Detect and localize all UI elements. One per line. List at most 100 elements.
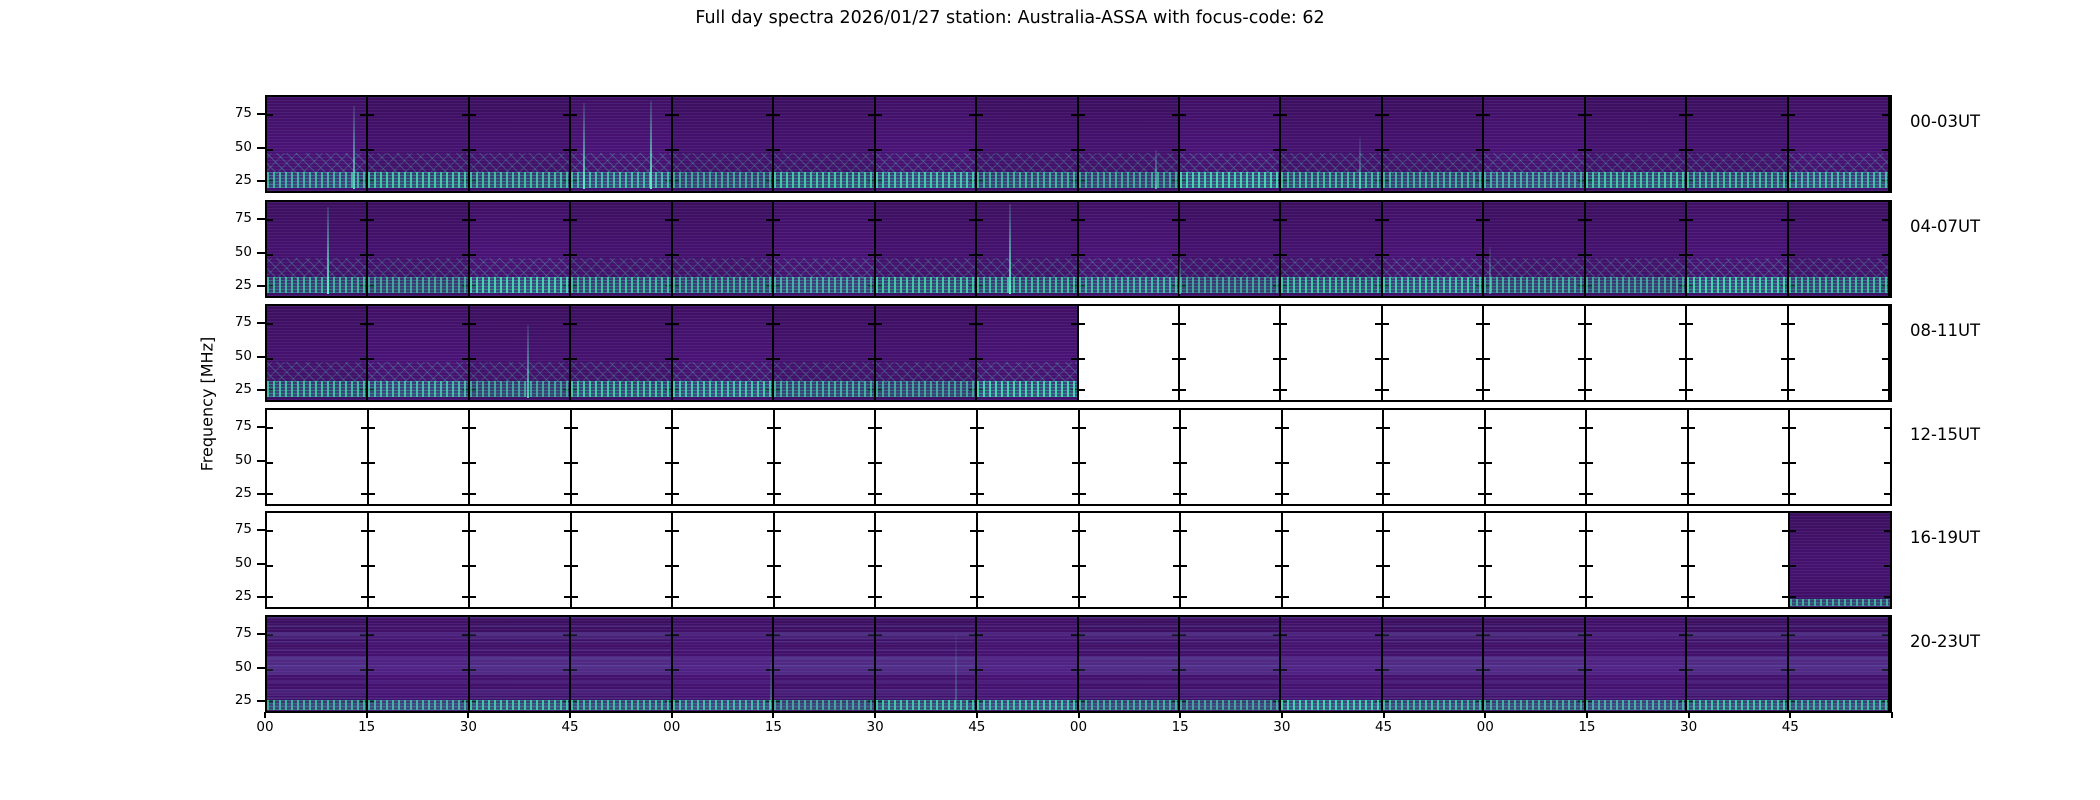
tick-mark — [1476, 699, 1483, 702]
tick-mark — [1273, 699, 1280, 702]
tick-mark — [1587, 461, 1594, 464]
empty-panel — [1688, 513, 1791, 607]
tick-mark — [1181, 595, 1188, 598]
empty-panel — [1484, 306, 1586, 400]
tick-mark — [665, 529, 672, 532]
tick-mark — [1585, 113, 1592, 116]
tick-mark — [1484, 388, 1491, 391]
y-tick-mark — [257, 563, 265, 565]
tick-mark — [360, 426, 367, 429]
tick-mark — [977, 492, 984, 495]
tick-mark — [1780, 388, 1787, 391]
tick-mark — [563, 699, 570, 702]
tick-mark — [1790, 529, 1797, 532]
tick-mark — [1078, 388, 1085, 391]
empty-panel — [1790, 410, 1890, 504]
tick-mark — [1688, 529, 1695, 532]
tick-mark — [1071, 564, 1078, 567]
empty-panel — [1587, 513, 1689, 607]
x-tick-mark — [670, 712, 673, 718]
tick-mark — [1376, 595, 1383, 598]
tick-mark — [867, 357, 874, 360]
tick-mark — [1281, 699, 1288, 702]
tick-mark — [1071, 529, 1078, 532]
rfi-scatter-zone — [875, 258, 976, 280]
tick-mark — [1790, 564, 1797, 567]
spectrogram-panel — [571, 306, 673, 400]
tick-mark — [875, 633, 882, 636]
rfi-scatter-zone — [1179, 153, 1280, 175]
rfi-scatter-zone — [1078, 153, 1178, 175]
tick-mark — [1171, 668, 1178, 671]
tick-mark — [1179, 699, 1186, 702]
row-label: 16-19UT — [1910, 528, 1981, 547]
tick-mark — [1476, 388, 1483, 391]
empty-panel — [1281, 306, 1383, 400]
tick-mark — [469, 113, 476, 116]
tick-mark — [774, 699, 781, 702]
tick-mark — [1687, 322, 1694, 325]
y-tick-label: 75 — [234, 625, 252, 641]
spectra-row-08-11ut — [265, 304, 1892, 402]
tick-mark — [461, 113, 468, 116]
tick-mark — [1273, 218, 1280, 221]
spectrogram-panel — [1078, 617, 1180, 711]
tick-mark — [267, 595, 273, 598]
tick-mark — [1070, 633, 1077, 636]
tick-mark — [1585, 699, 1592, 702]
tick-mark — [1078, 113, 1085, 116]
tick-mark — [1882, 388, 1888, 391]
tick-mark — [1281, 253, 1288, 256]
tick-mark — [664, 218, 671, 221]
tick-mark — [360, 253, 367, 256]
tick-mark — [1173, 492, 1180, 495]
tick-mark — [867, 148, 874, 151]
tick-mark — [977, 253, 984, 256]
tick-mark — [977, 218, 984, 221]
tick-mark — [1882, 322, 1888, 325]
spectrogram-panel — [1179, 202, 1282, 296]
x-tick-mark — [1891, 712, 1893, 718]
tick-mark — [969, 113, 976, 116]
burst-marker — [1489, 247, 1492, 295]
rfi-band — [1179, 699, 1280, 711]
tick-mark — [1788, 253, 1795, 256]
tick-mark — [1882, 253, 1888, 256]
tick-mark — [1577, 388, 1584, 391]
tick-mark — [571, 564, 578, 567]
tick-mark — [1688, 564, 1695, 567]
tick-mark — [1882, 148, 1888, 151]
tick-mark — [969, 357, 976, 360]
rfi-band — [1790, 599, 1890, 607]
tick-mark — [867, 113, 874, 116]
spectrogram-panel — [1484, 202, 1586, 296]
tick-mark — [563, 253, 570, 256]
rfi-scatter-zone — [1281, 153, 1381, 175]
tick-mark — [461, 218, 468, 221]
tick-mark — [1585, 148, 1592, 151]
rfi-scatter-zone — [774, 258, 874, 280]
spectrogram-panel — [267, 306, 369, 400]
empty-panel — [1788, 306, 1890, 400]
spectrogram-panel — [875, 97, 978, 191]
tick-mark — [462, 492, 469, 495]
x-tick-label: 15 — [1171, 719, 1189, 735]
empty-panel — [876, 513, 978, 607]
tick-mark — [1281, 113, 1288, 116]
tick-mark — [1579, 529, 1586, 532]
tick-mark — [1281, 388, 1288, 391]
tick-mark — [766, 113, 773, 116]
tick-mark — [1790, 461, 1797, 464]
empty-panel — [267, 513, 369, 607]
tick-mark — [360, 113, 367, 116]
tick-mark — [969, 148, 976, 151]
tick-mark — [1376, 564, 1383, 567]
empty-panel — [977, 513, 1080, 607]
tick-mark — [461, 699, 468, 702]
tick-mark — [1273, 322, 1280, 325]
x-tick-mark — [1382, 712, 1385, 718]
tick-mark — [1078, 668, 1085, 671]
tick-mark — [1788, 357, 1795, 360]
tick-mark — [360, 595, 367, 598]
spectrogram-panel — [571, 97, 673, 191]
